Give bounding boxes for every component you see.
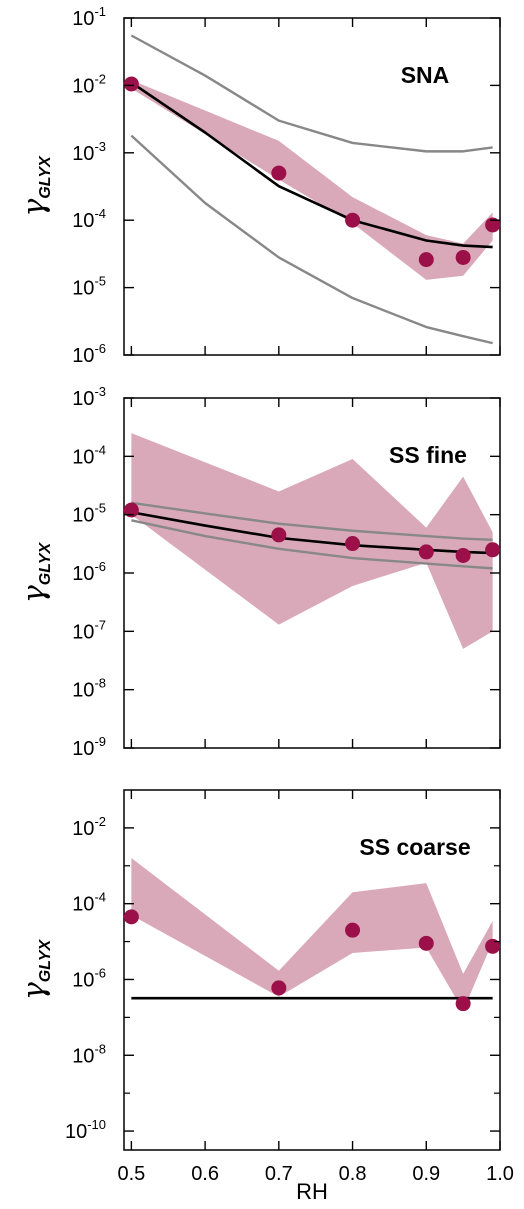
- panel-ss-fine: 10-3 10-4 10-5 10-6 10-7 10-8 10-9 SS fine γGLYX: [17, 384, 501, 760]
- uncertainty-band: [131, 80, 493, 280]
- observed-point: [271, 980, 287, 996]
- y-tick-label: 10-4: [72, 206, 106, 232]
- x-tick-label: 1.0: [486, 1163, 514, 1185]
- y-tick-label: 10-2: [72, 71, 106, 97]
- y-tick-label: 10-5: [72, 274, 106, 300]
- lower-bound-line: [130, 134, 493, 345]
- y-tick-label: 10-10: [65, 1117, 106, 1143]
- x-axis-label: RH: [296, 1179, 328, 1204]
- observed-point: [345, 212, 361, 228]
- y-tick-label: 10-8: [72, 676, 106, 702]
- panel-sna: 10-1 10-2 10-3 10-4 10-5 10-6 SNA γGLYX: [17, 4, 501, 367]
- observed-point: [485, 217, 501, 233]
- uncertainty-band: [131, 858, 493, 1011]
- panel-title: SS coarse: [359, 834, 470, 860]
- panel-ss-coarse: 10-2 10-4 10-6 10-8 10-10 SS coarse γGLYX 0.5 0.…: [17, 789, 514, 1204]
- plot-frame: [123, 17, 501, 356]
- observed-point: [123, 909, 139, 925]
- y-tick-label: 10-1: [72, 4, 106, 30]
- observed-point: [455, 996, 471, 1012]
- y-tick-label: 10-7: [72, 617, 106, 643]
- lower-bound-line: [131, 519, 493, 570]
- x-tick-label: 0.9: [412, 1163, 440, 1185]
- upper-bound-line: [130, 34, 493, 153]
- y-tick-label: 10-6: [72, 341, 106, 367]
- panel-title: SS fine: [389, 442, 467, 468]
- y-axis-label: γGLYX: [17, 939, 54, 1001]
- observed-point: [123, 76, 139, 92]
- observed-point: [418, 935, 434, 951]
- observed-point: [418, 544, 434, 560]
- y-tick-label: 10-8: [72, 1041, 106, 1067]
- panel-title: SNA: [401, 62, 450, 88]
- observed-point: [485, 938, 501, 954]
- plot-frame: [123, 789, 501, 1151]
- y-tick-label: 10-4: [72, 442, 106, 468]
- y-tick-label: 10-2: [72, 814, 106, 840]
- observed-point: [345, 922, 361, 938]
- observed-point: [123, 502, 139, 518]
- observed-point: [485, 542, 501, 558]
- observed-point: [345, 536, 361, 552]
- observed-point: [271, 165, 287, 181]
- y-axis-label: γGLYX: [17, 155, 54, 217]
- observed-point: [271, 527, 287, 543]
- y-axis-label: γGLYX: [17, 542, 54, 604]
- x-tick-label: 0.6: [191, 1163, 219, 1185]
- y-tick-label: 10-5: [72, 501, 106, 527]
- y-tick-label: 10-3: [72, 139, 106, 165]
- y-tick-label: 10-4: [72, 890, 106, 916]
- y-tick-label: 10-6: [72, 559, 106, 585]
- x-tick-label: 0.5: [117, 1163, 145, 1185]
- observed-point: [418, 252, 434, 268]
- upper-bound-line: [131, 501, 493, 542]
- x-tick-label: 0.7: [265, 1163, 293, 1185]
- y-tick-label: 10-6: [72, 965, 106, 991]
- x-tick-label: 0.8: [339, 1163, 367, 1185]
- y-tick-label: 10-9: [72, 734, 106, 760]
- observed-point: [455, 547, 471, 563]
- observed-point: [455, 249, 471, 265]
- y-tick-label: 10-3: [72, 384, 106, 410]
